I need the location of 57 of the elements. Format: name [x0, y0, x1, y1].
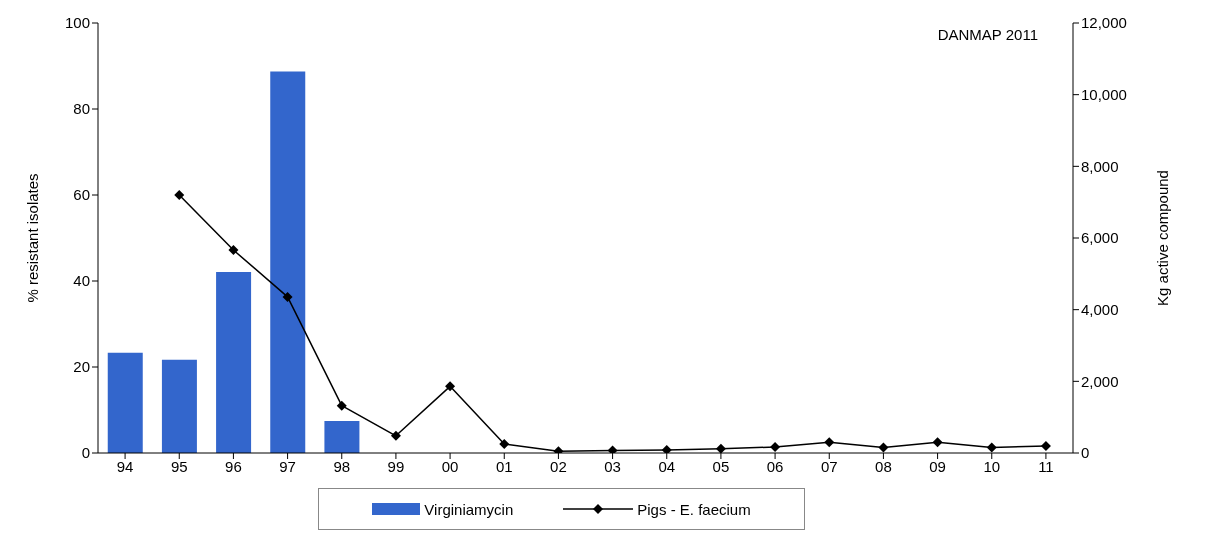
bar [324, 421, 360, 453]
annotation: DANMAP 2011 [937, 26, 1038, 43]
y-tick-label: 0 [81, 444, 90, 462]
x-tick-label: 08 [875, 457, 892, 475]
point [661, 444, 672, 453]
x-tick-label: 02 [550, 457, 567, 475]
y2-tick-label: 12,000 [1081, 14, 1127, 32]
x-tick-label: 95 [170, 457, 188, 475]
point [228, 245, 239, 256]
y-axis-title: % resistant isolates [24, 173, 42, 303]
y2-tick-label: 10,000 [1081, 85, 1127, 103]
y-tick-label: 60 [73, 186, 90, 204]
point [282, 291, 293, 302]
point [715, 443, 726, 453]
y2-tick-label: 2,000 [1081, 372, 1119, 390]
x-tick-label: 99 [387, 457, 405, 475]
x-tick-label: 09 [929, 457, 946, 475]
x-tick-label: 06 [766, 457, 784, 475]
point [770, 441, 781, 452]
x-tick-label: 98 [333, 457, 351, 475]
y-tick-label: 100 [64, 14, 90, 32]
x-tick-label: 00 [441, 457, 459, 475]
point [932, 437, 943, 448]
y2-tick-label: 4,000 [1081, 300, 1119, 318]
bar [161, 359, 197, 453]
point [499, 438, 510, 449]
x-tick-label: 03 [604, 457, 621, 475]
point [607, 445, 618, 453]
x-tick-label: 10 [983, 457, 1001, 475]
x-tick-label: 05 [712, 457, 730, 475]
point [824, 437, 835, 448]
legend-label: Pigs - E. faecium [637, 500, 751, 518]
point [1040, 441, 1051, 452]
y-tick-label: 40 [73, 272, 90, 290]
point [445, 381, 456, 392]
point [390, 430, 401, 441]
point [174, 190, 185, 200]
y2-tick-label: 6,000 [1081, 229, 1119, 247]
bar [270, 71, 306, 453]
bar [107, 352, 143, 453]
x-tick-label: 01 [495, 457, 513, 475]
legend-label: Virginiamycin [424, 500, 514, 518]
y-tick-label: 20 [73, 358, 90, 376]
y2-axis-title: Kg active compound [1154, 170, 1172, 306]
x-tick-label: 96 [225, 457, 242, 475]
y2-tick-label: 8,000 [1081, 157, 1119, 175]
point [336, 400, 347, 411]
point [986, 442, 997, 453]
point [878, 442, 889, 453]
x-tick-label: 04 [658, 457, 676, 475]
y-tick-label: 80 [73, 100, 90, 118]
bar [216, 272, 252, 453]
x-tick-label: 11 [1038, 457, 1054, 475]
x-tick-label: 94 [116, 457, 134, 475]
x-tick-label: 07 [820, 457, 838, 475]
x-tick-label: 97 [279, 457, 296, 475]
y2-tick-label: 0 [1081, 444, 1090, 462]
